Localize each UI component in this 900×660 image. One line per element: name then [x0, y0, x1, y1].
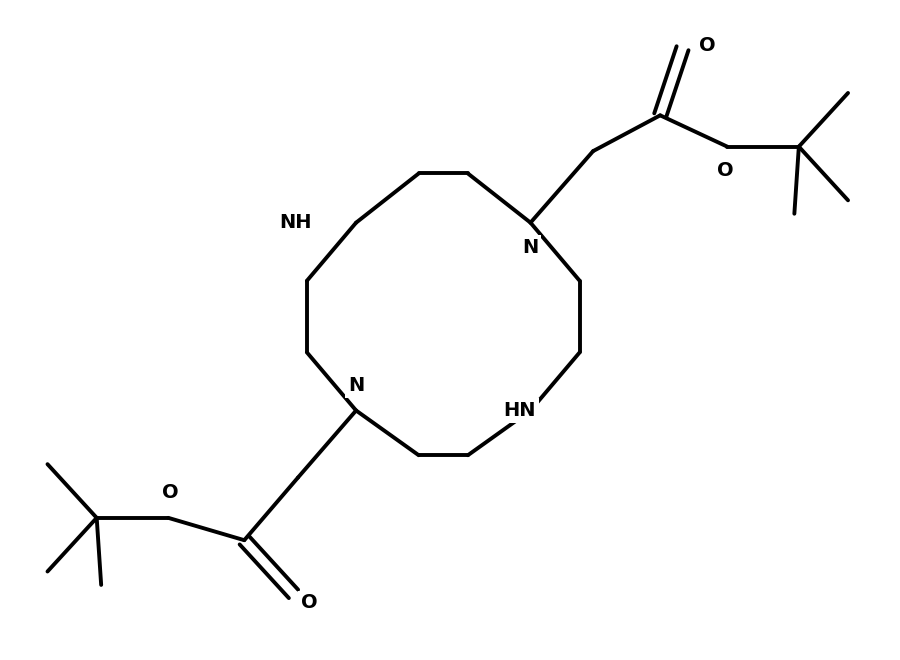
- Text: O: O: [717, 161, 734, 180]
- Text: N: N: [522, 238, 538, 257]
- Text: O: O: [162, 483, 178, 502]
- Text: NH: NH: [279, 213, 311, 232]
- Text: O: O: [301, 593, 318, 612]
- Text: O: O: [698, 36, 716, 55]
- Text: N: N: [348, 376, 364, 395]
- Text: HN: HN: [504, 401, 536, 420]
